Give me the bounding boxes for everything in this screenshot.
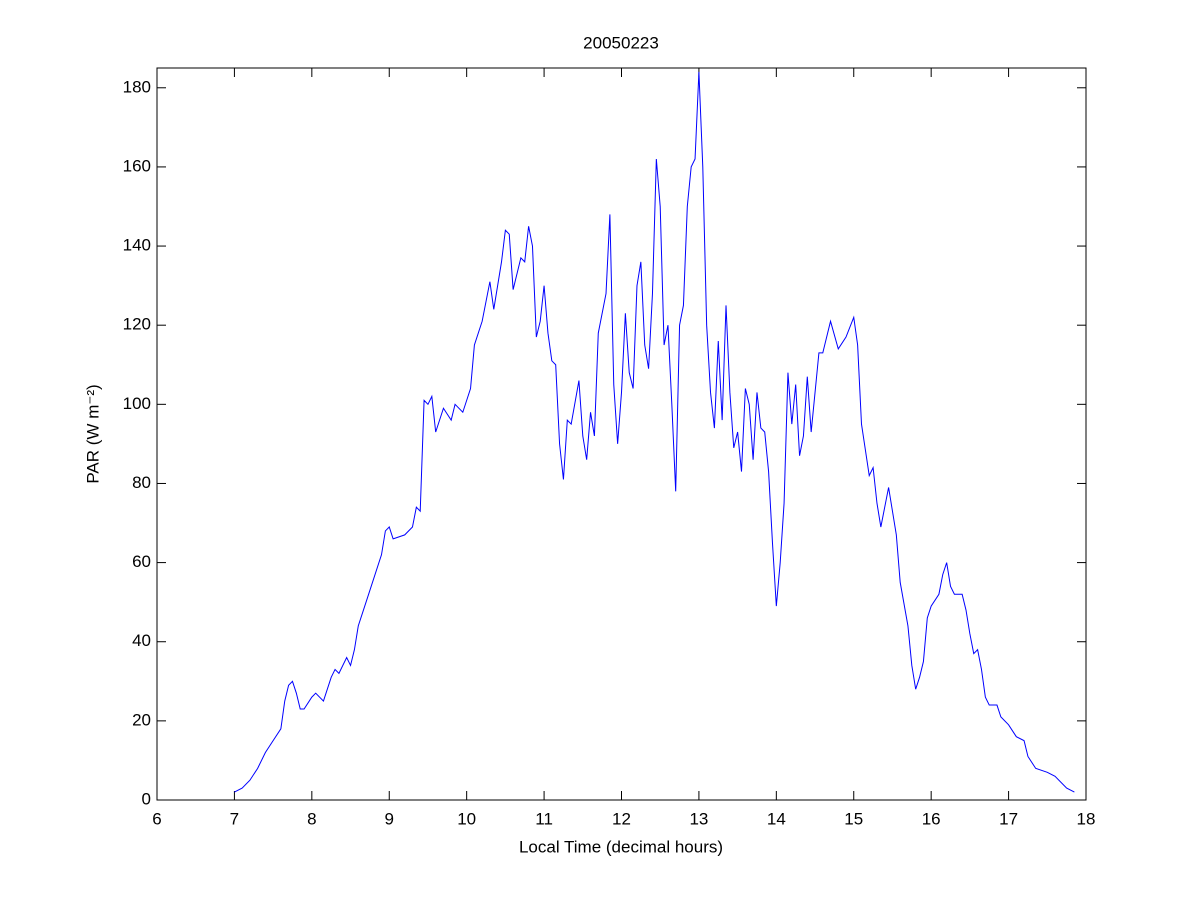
x-tick-label: 18 [1077, 809, 1096, 828]
y-axis-label: PAR (W m⁻²) [83, 384, 102, 483]
y-tick-label: 120 [123, 315, 151, 334]
x-tick-label: 13 [689, 809, 708, 828]
x-tick-label: 15 [844, 809, 863, 828]
x-tick-label: 14 [767, 809, 786, 828]
y-tick-label: 100 [123, 394, 151, 413]
x-tick-label: 9 [385, 809, 394, 828]
x-tick-label: 12 [612, 809, 631, 828]
x-tick-label: 11 [535, 809, 553, 828]
y-tick-label: 160 [123, 156, 151, 175]
x-tick-label: 6 [152, 809, 161, 828]
y-tick-label: 0 [142, 789, 151, 808]
y-tick-label: 140 [123, 236, 151, 255]
x-tick-label: 17 [999, 809, 1018, 828]
y-tick-label: 80 [132, 473, 151, 492]
chart-title: 20050223 [583, 33, 659, 52]
y-tick-label: 20 [132, 710, 151, 729]
data-line [234, 71, 1075, 793]
x-axis-label: Local Time (decimal hours) [519, 837, 723, 856]
x-tick-label: 16 [922, 809, 941, 828]
x-tick-label: 8 [307, 809, 316, 828]
y-tick-label: 40 [132, 631, 151, 650]
y-tick-label: 180 [123, 77, 151, 96]
x-tick-label: 10 [457, 809, 476, 828]
plot-area [156, 67, 1087, 801]
x-tick-label: 7 [230, 809, 239, 828]
y-tick-label: 60 [132, 552, 151, 571]
